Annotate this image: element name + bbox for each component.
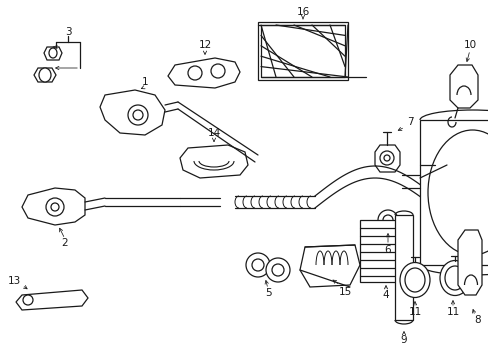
Text: 16: 16: [296, 7, 309, 17]
Polygon shape: [457, 230, 481, 295]
Bar: [258, 22, 347, 80]
Text: 11: 11: [446, 307, 459, 317]
Ellipse shape: [49, 48, 57, 58]
Text: 13: 13: [7, 276, 20, 286]
Polygon shape: [34, 68, 56, 82]
Polygon shape: [374, 145, 399, 172]
Polygon shape: [449, 65, 477, 108]
Text: 12: 12: [198, 40, 211, 50]
Circle shape: [210, 64, 224, 78]
Circle shape: [377, 210, 397, 230]
Text: 2: 2: [61, 238, 68, 248]
Circle shape: [187, 66, 202, 80]
Text: 1: 1: [142, 77, 148, 87]
Text: 10: 10: [463, 40, 476, 50]
Polygon shape: [16, 290, 88, 310]
Text: 8: 8: [474, 315, 480, 325]
Circle shape: [271, 264, 284, 276]
Circle shape: [251, 259, 264, 271]
Circle shape: [245, 253, 269, 277]
Bar: [394, 215, 412, 320]
Circle shape: [383, 155, 389, 161]
Text: 15: 15: [338, 287, 351, 297]
Circle shape: [128, 105, 148, 125]
Bar: [419, 120, 488, 265]
Circle shape: [265, 258, 289, 282]
Text: 7: 7: [406, 117, 412, 127]
Ellipse shape: [427, 130, 488, 255]
Circle shape: [23, 295, 33, 305]
Polygon shape: [180, 145, 247, 178]
Ellipse shape: [399, 262, 429, 297]
Polygon shape: [299, 245, 359, 287]
Ellipse shape: [39, 68, 51, 82]
Polygon shape: [44, 47, 62, 60]
Circle shape: [382, 215, 392, 225]
Text: 4: 4: [382, 290, 388, 300]
Polygon shape: [168, 58, 240, 88]
Text: 9: 9: [400, 335, 407, 345]
Text: 3: 3: [64, 27, 71, 37]
Text: 11: 11: [407, 307, 421, 317]
Circle shape: [46, 198, 64, 216]
Polygon shape: [100, 90, 164, 135]
Ellipse shape: [444, 266, 464, 290]
Ellipse shape: [404, 268, 424, 292]
Text: 6: 6: [384, 245, 390, 255]
Circle shape: [379, 151, 393, 165]
Ellipse shape: [439, 261, 469, 296]
Text: 14: 14: [207, 128, 220, 138]
Polygon shape: [22, 188, 85, 225]
Bar: [359, 220, 411, 282]
Text: 5: 5: [264, 288, 271, 298]
Bar: [261, 25, 345, 77]
Circle shape: [51, 203, 59, 211]
Circle shape: [133, 110, 142, 120]
